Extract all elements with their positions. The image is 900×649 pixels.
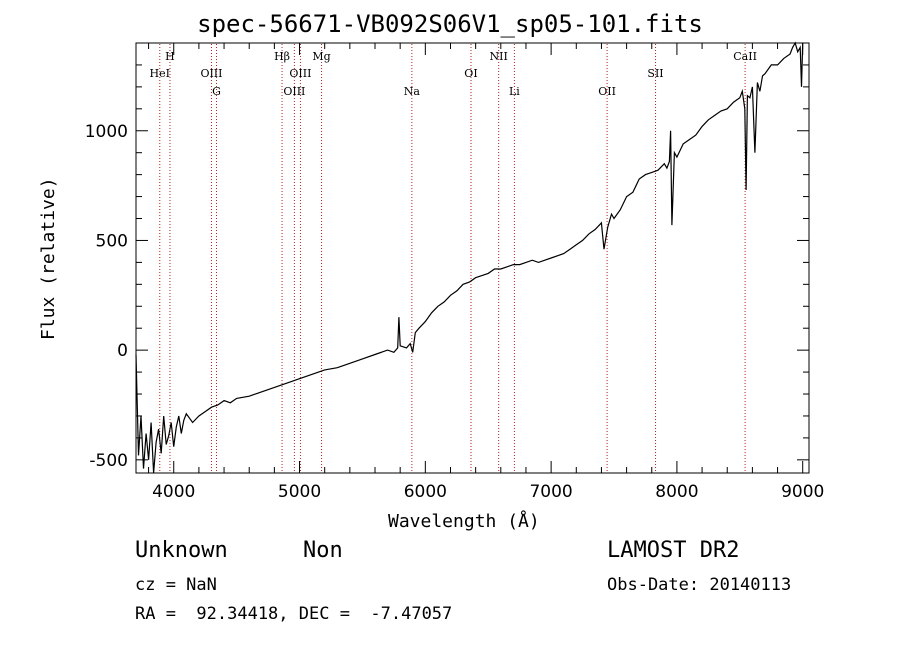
line-marker-label: HeI — [150, 67, 170, 80]
object-class: Unknown — [135, 538, 228, 563]
tick-labels: 4000 5000 6000 7000 8000 9000 -500 0 500 1000 — [85, 122, 825, 502]
line-marker-label: H — [165, 50, 175, 63]
line-marker-label: SII — [647, 67, 663, 80]
redshift-value: cz = NaN — [135, 575, 217, 595]
spectrum-line — [135, 41, 804, 474]
x-tick-label: 7000 — [529, 482, 572, 502]
line-marker-label: G — [212, 85, 221, 98]
y-tick-label: 0 — [117, 341, 128, 361]
line-marker-label: OII — [598, 85, 616, 98]
x-tick-label: 4000 — [152, 482, 195, 502]
line-marker-label: Li — [509, 85, 520, 98]
object-subclass: Non — [303, 538, 343, 563]
line-marker-label: NII — [490, 50, 508, 63]
spectrum-series — [135, 41, 804, 474]
plot-axes — [135, 42, 810, 474]
y-tick-label: -500 — [89, 451, 128, 471]
plot-frame — [135, 42, 810, 474]
x-tick-label: 9000 — [781, 482, 824, 502]
line-marker-label: Na — [404, 85, 421, 98]
line-marker-label: OI — [464, 67, 477, 80]
line-marker-label: OIII — [200, 67, 222, 80]
line-marker-label: Mg — [312, 50, 330, 63]
x-tick-label: 5000 — [278, 482, 321, 502]
x-axis-label: Wavelength (Å) — [388, 511, 540, 532]
survey-name: LAMOST DR2 — [607, 538, 740, 563]
observation-date: Obs-Date: 20140113 — [607, 575, 792, 595]
y-tick-label: 1000 — [85, 122, 128, 142]
line-marker-label: OIII — [283, 85, 305, 98]
line-marker-label: Hβ — [274, 50, 290, 63]
y-axis-label: Flux (relative) — [38, 177, 59, 340]
x-tick-label: 8000 — [655, 482, 698, 502]
x-tick-label: 6000 — [404, 482, 447, 502]
coordinates: RA = 92.34418, DEC = -7.47057 — [135, 604, 453, 624]
chart-title: spec-56671-VB092S06V1_sp05-101.fits — [197, 10, 703, 38]
line-marker-label: CaII — [733, 50, 757, 63]
line-marker-label: OIII — [289, 67, 311, 80]
y-tick-label: 500 — [96, 231, 128, 251]
